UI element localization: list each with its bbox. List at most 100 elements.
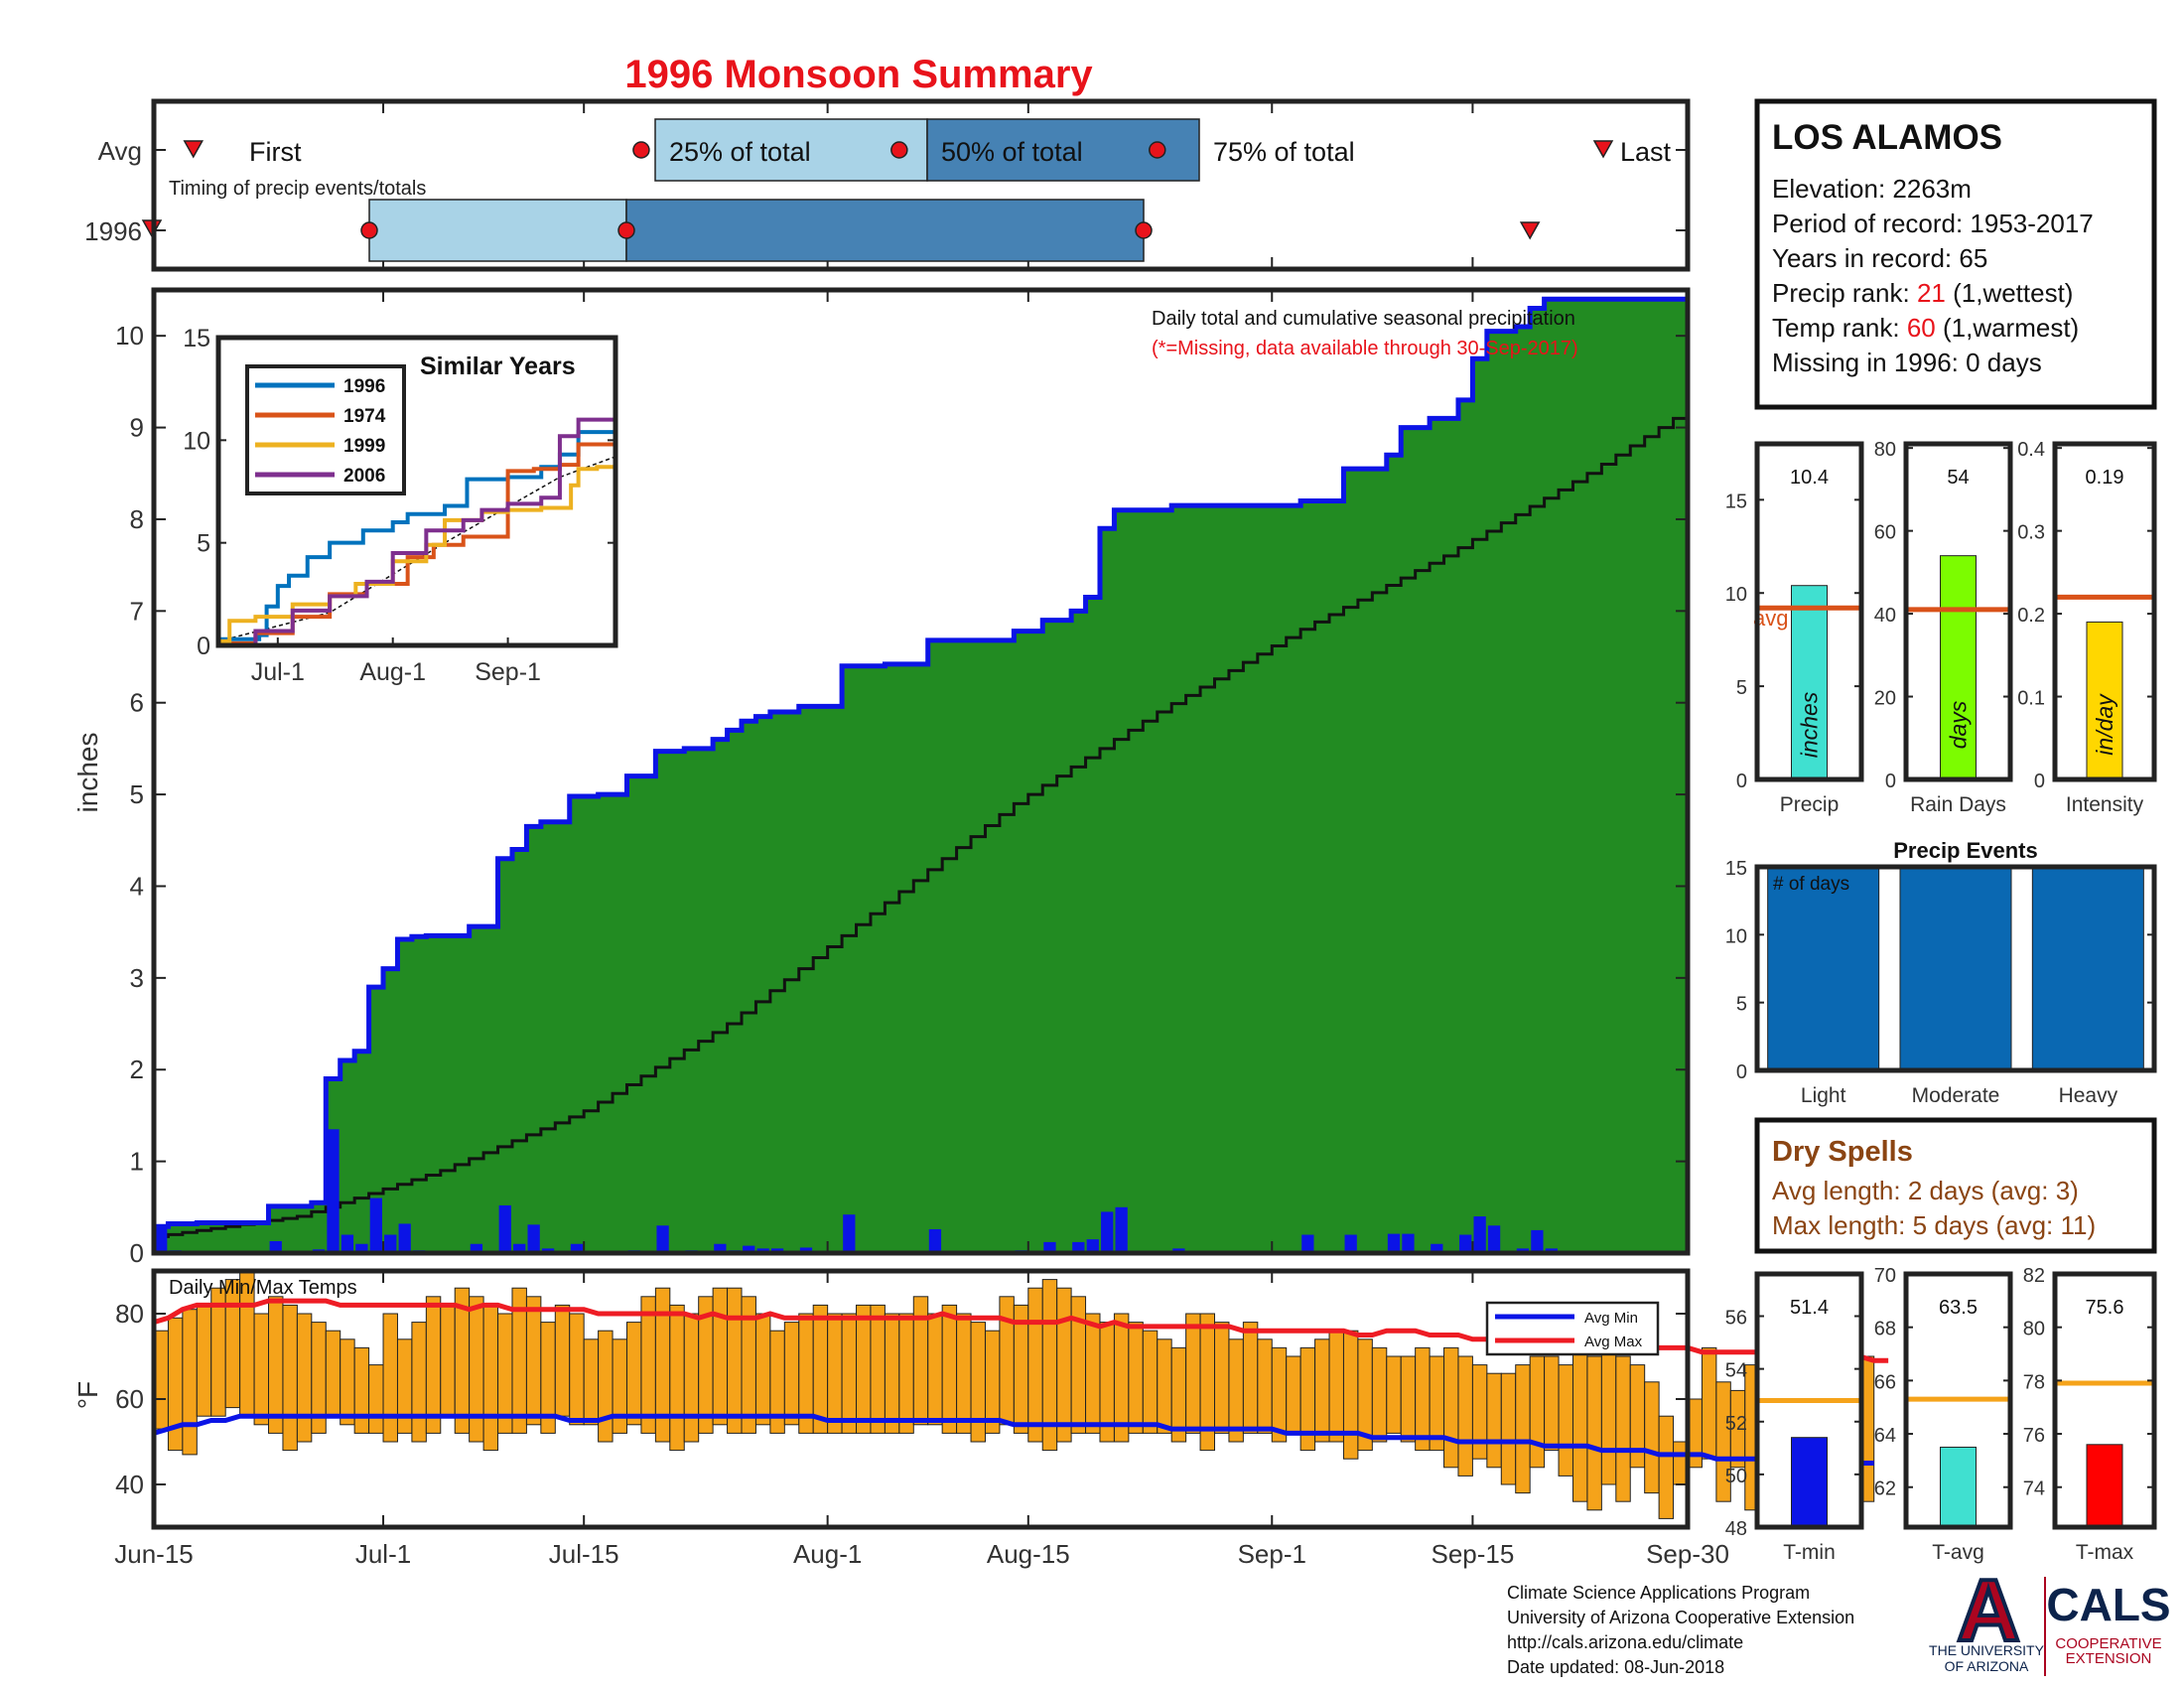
temp-range-bar [1529, 1355, 1546, 1469]
events-ytick-label: 5 [1736, 994, 1747, 1016]
events-ytick-label: 10 [1725, 925, 1747, 947]
cals-coop-2: EXTENSION [2066, 1650, 2152, 1667]
precip-panel-unit: inches [1797, 691, 1823, 758]
daily-precip-bar [1115, 1206, 1128, 1253]
precip-panel-ytick-label: 5 [1736, 677, 1747, 699]
timing-year-25-50-bar [368, 199, 627, 262]
main-ytick-label: 2 [130, 1055, 144, 1084]
similar-legend-1999: 1999 [343, 436, 385, 457]
rain-days-panel-ytick-label: 20 [1874, 688, 1896, 710]
date-tick-label: Sep-1 [1238, 1539, 1306, 1569]
daily-precip-bar [714, 1243, 727, 1253]
temp-range-bar [841, 1313, 858, 1434]
timing-year-50-75-bar [625, 199, 1145, 262]
similar-years-inset: 0 5 10 15 Jul-1 Aug-1 Sep-1 Similar Years 1996… [183, 325, 618, 686]
tmax-panel-ytick-label: 74 [2023, 1478, 2045, 1500]
similar-ytick-label: 0 [197, 633, 210, 660]
similar-xtick-label: Sep-1 [475, 658, 541, 686]
daily-precip-bar [1402, 1233, 1415, 1253]
similar-ytick-label: 15 [183, 325, 210, 352]
events-bar-moderate [1899, 866, 2012, 1071]
daily-precip-bar [1431, 1243, 1443, 1253]
tmin-panel-xlabel: T-min [1783, 1541, 1836, 1564]
tavg-panel-ytick-label: 66 [1874, 1371, 1896, 1393]
temp-range-bar [1500, 1372, 1517, 1485]
timing-avg-25-50-bar [654, 118, 928, 182]
precip-panel-value: 10.4 [1790, 467, 1829, 489]
temp-range-bar [654, 1287, 671, 1443]
main-ytick-label: 6 [130, 688, 144, 718]
station-name: LOS ALAMOS [1772, 118, 2002, 157]
temp-range-bar [382, 1313, 398, 1443]
timing-year-75-marker [1135, 221, 1153, 239]
timing-first-label: First [249, 137, 302, 167]
temp-range-bar [1558, 1364, 1573, 1477]
events-title: Precip Events [1893, 838, 2038, 863]
tavg-panel-bar [1940, 1446, 1977, 1528]
tmin-panel-bar [1791, 1437, 1828, 1528]
date-tick-label: Sep-15 [1431, 1539, 1514, 1569]
temp-range-bar [1342, 1330, 1359, 1460]
temp-range-bar [1128, 1322, 1144, 1434]
tavg-panel-ytick-label: 68 [1874, 1319, 1896, 1340]
cals-coop-1: COOPERATIVE [2055, 1635, 2161, 1652]
temp-range-bar [1600, 1346, 1617, 1485]
main-ytick-label: 0 [130, 1238, 144, 1268]
main-ytick-label: 7 [130, 596, 144, 626]
intensity-panel-unit: in/day [2092, 693, 2117, 756]
temp-range-bar [325, 1330, 341, 1417]
daily-precip-bar [1072, 1241, 1085, 1253]
temp-range-bar [1157, 1338, 1172, 1434]
station-elevation: Elevation: 2263m [1772, 174, 1972, 204]
intensity-panel-xlabel: Intensity [2066, 793, 2144, 816]
timing-year-25-marker [360, 221, 378, 239]
temp-range-bar [396, 1338, 413, 1434]
events-category-label: Moderate [1912, 1084, 2000, 1107]
daily-precip-bar [1459, 1234, 1472, 1253]
temp-range-bar [1214, 1322, 1230, 1434]
daily-precip-bar [498, 1204, 511, 1253]
temp-range-bar [1586, 1355, 1602, 1511]
daily-precip-bar [1387, 1233, 1401, 1253]
daily-precip-bar [369, 1197, 382, 1253]
temp-range-bar [999, 1296, 1015, 1426]
temp-range-bar [783, 1322, 800, 1426]
daily-precip-bar [743, 1245, 755, 1253]
intensity-panel-value: 0.19 [2086, 467, 2124, 489]
date-tick-label: Sep-30 [1646, 1539, 1729, 1569]
cumulative-precip-line [154, 296, 1688, 1229]
tavg-panel-ytick-label: 64 [1874, 1425, 1896, 1447]
temp-range-bar [425, 1296, 442, 1434]
main-ytick-label: 1 [130, 1147, 144, 1177]
ua-logo-letter: A [1957, 1561, 2020, 1659]
temp-range-bar [1286, 1355, 1301, 1434]
tmin-panel-ytick-label: 56 [1725, 1308, 1747, 1330]
tavg-panel-xlabel: T-avg [1932, 1541, 1984, 1564]
average-cumulative-line [154, 409, 1690, 1238]
intensity-panel: in/day 0 0.1 0.2 0.3 0.4 0.19 Intensity [2017, 439, 2157, 816]
temp-range-bar [1400, 1355, 1417, 1443]
footer-line-4: Date updated: 08-Jun-2018 [1507, 1657, 1724, 1677]
temp-range-bar [1615, 1355, 1631, 1502]
temp-range-bar [1085, 1313, 1101, 1434]
temp-range-bar [1544, 1355, 1560, 1452]
legend-avg-min: Avg Min [1584, 1310, 1638, 1327]
similar-legend-1974: 1974 [343, 406, 386, 427]
temp-range-bar [1658, 1415, 1675, 1519]
temp-range-bar [1371, 1346, 1388, 1443]
station-period: Period of record: 1953-2017 [1772, 209, 2094, 238]
daily-precip-bar [470, 1243, 483, 1253]
timing-year-last-marker [1519, 221, 1541, 240]
main-note-2: (*=Missing, data available through 30-Se… [1152, 338, 1578, 359]
tmin-panel-ytick-label: 54 [1725, 1360, 1747, 1382]
temp-range-bar [598, 1330, 614, 1443]
avg-min-line [153, 1413, 1874, 1466]
footer-line-1: Climate Science Applications Program [1507, 1583, 1810, 1603]
university-logos: A THE UNIVERSITY OF ARIZONA CALS COOPERA… [1929, 1559, 2171, 1676]
timing-pct75-label: 75% of total [1213, 137, 1355, 167]
temp-range-bar [898, 1313, 914, 1434]
station-years: Years in record: 65 [1772, 243, 1987, 273]
station-precip-rank: Precip rank: 21 (1,wettest) [1772, 278, 2073, 308]
temp-range-bar [754, 1313, 771, 1426]
